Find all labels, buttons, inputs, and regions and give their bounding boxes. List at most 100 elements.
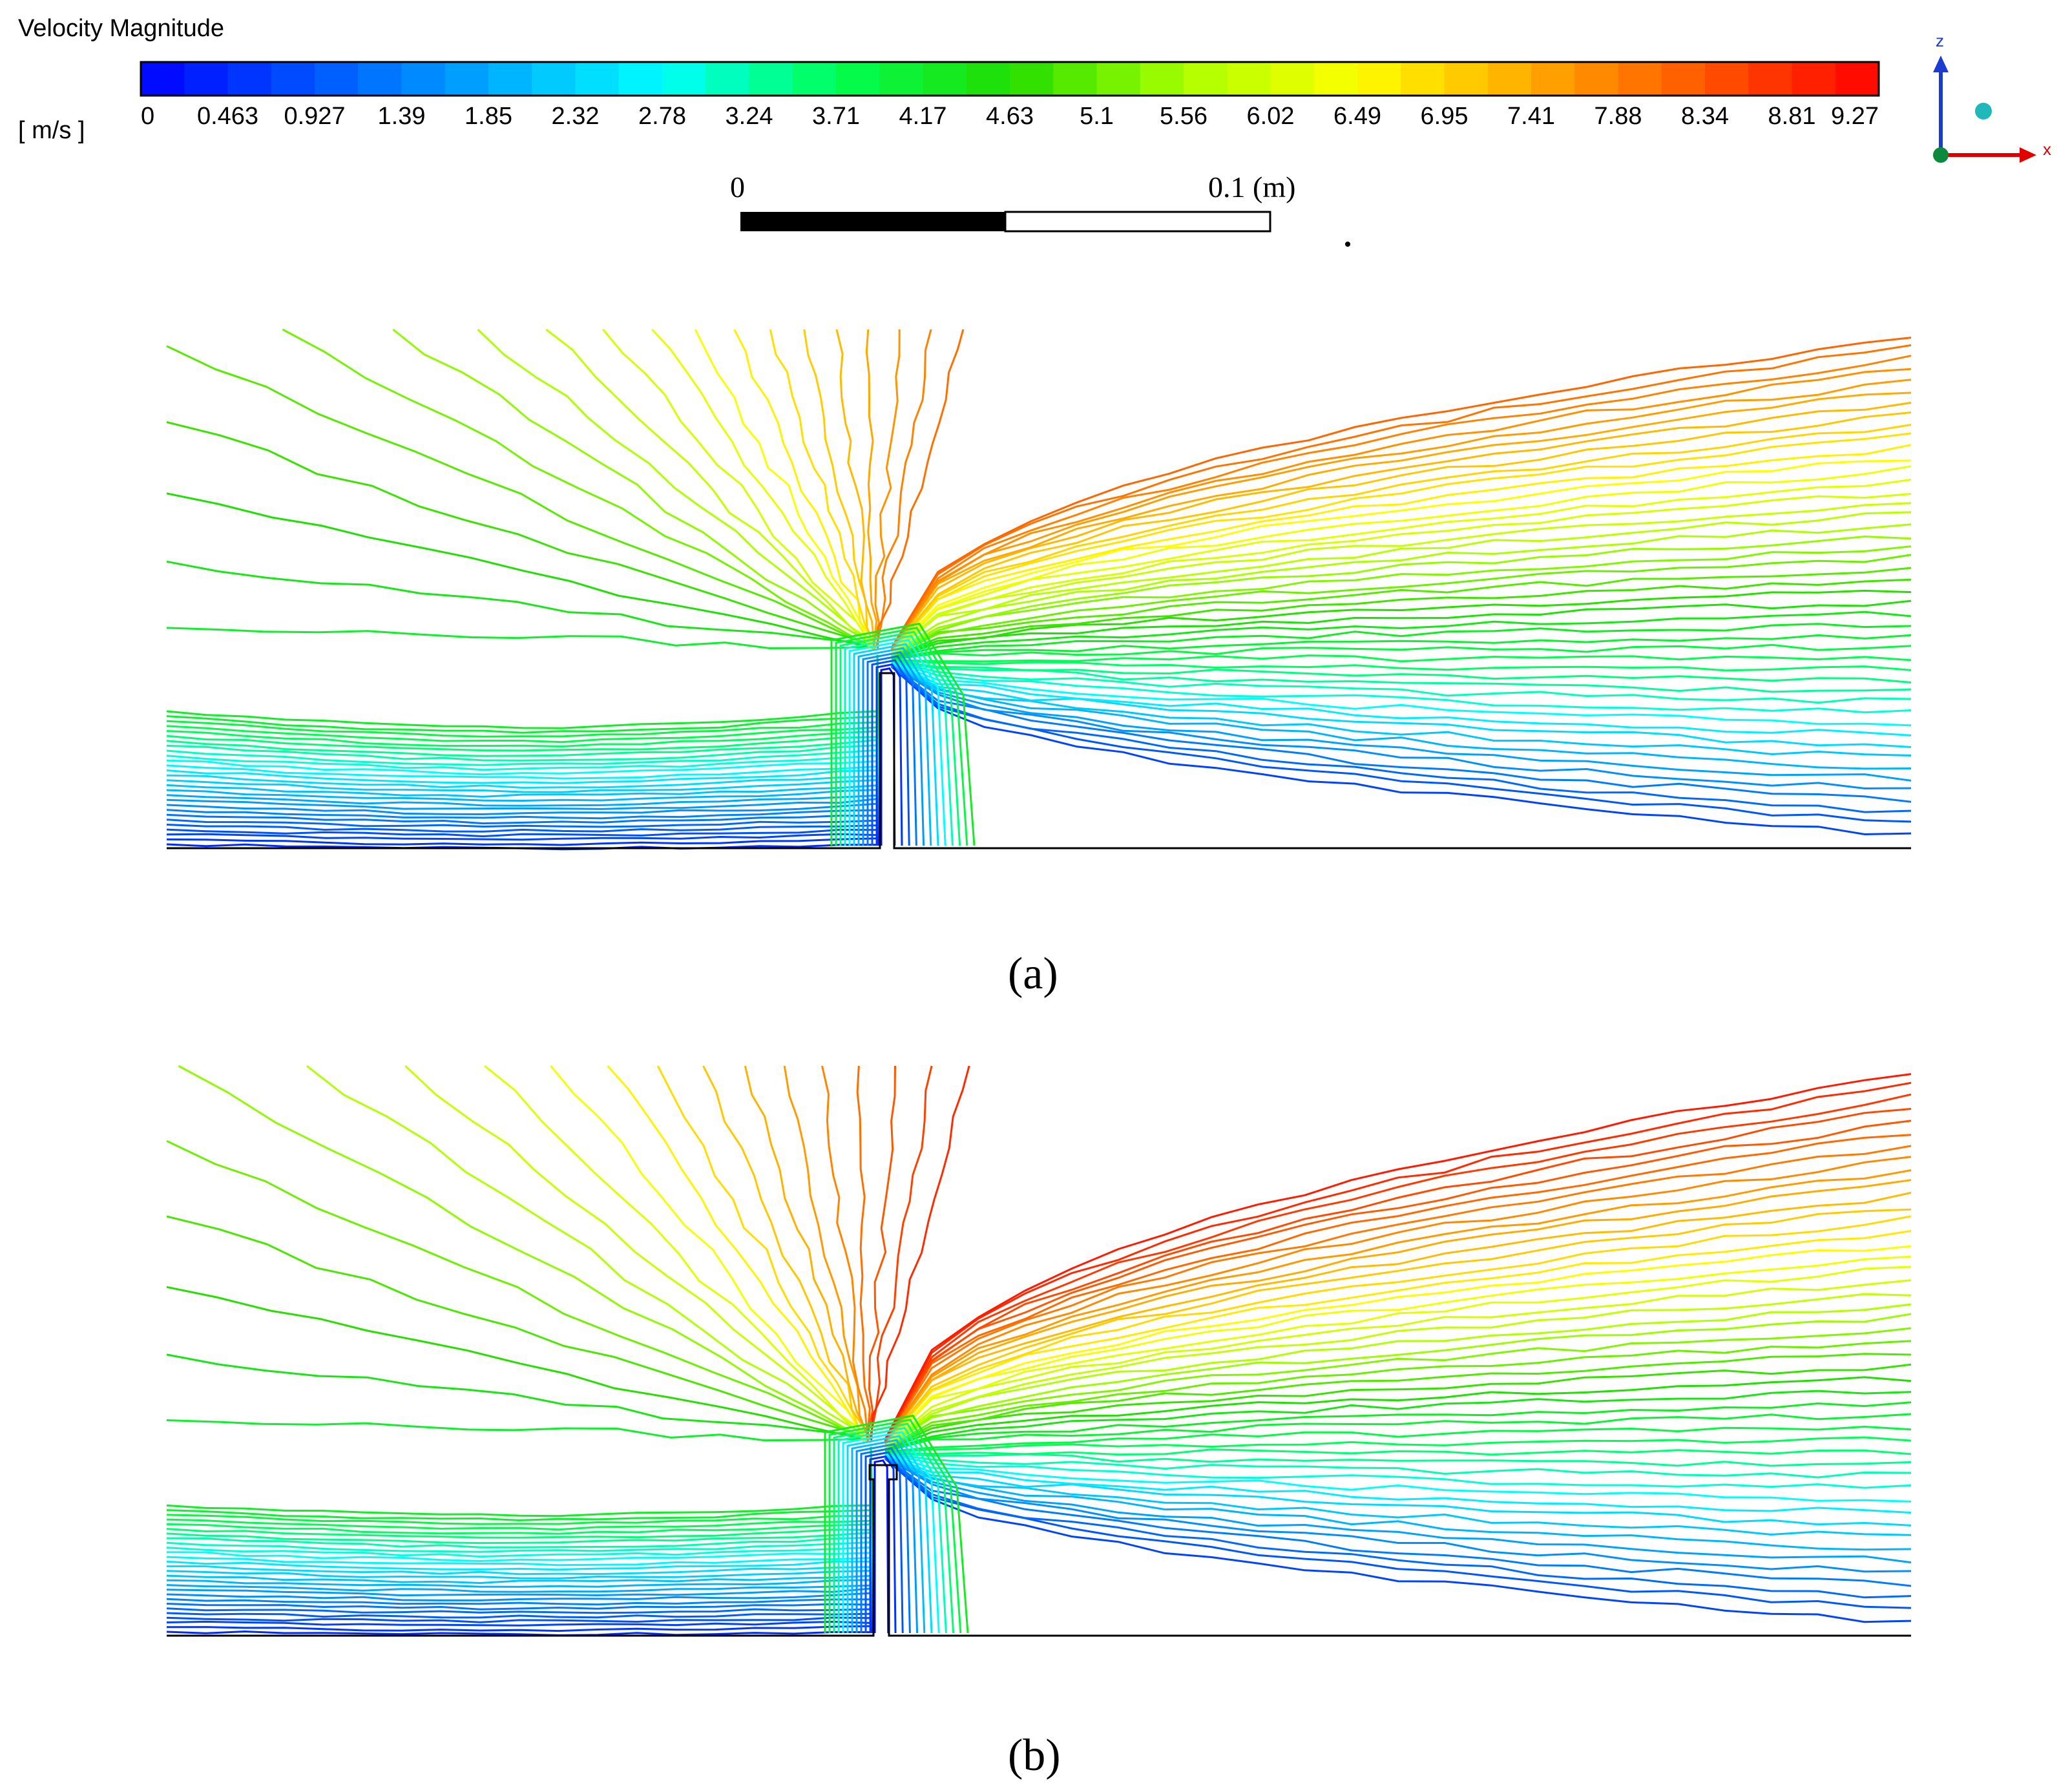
colorbar-tick-label: 6.95: [1421, 103, 1469, 130]
contour-line: [651, 328, 870, 645]
contour-lines-a: [166, 328, 1912, 851]
contour-line: [865, 1065, 896, 1440]
colorbar-ticks: 0 0.463 0.927 1.39 1.85 2.32 2.78 3.24 3.71 4.17 4…: [141, 103, 1879, 130]
contour-line: [891, 660, 1912, 683]
contour-line: [166, 1451, 873, 1539]
contour-line: [884, 1073, 1912, 1440]
contour-line: [166, 1419, 870, 1442]
contour-line: [891, 664, 1912, 790]
contour-line: [891, 578, 1912, 658]
contour-line: [824, 1414, 969, 1634]
contour-line: [890, 355, 1912, 649]
contour-line: [833, 1422, 955, 1634]
colorbar-band: [879, 63, 924, 95]
contour-line: [890, 391, 1912, 651]
contour-line: [890, 424, 1912, 652]
contour-line: [884, 1169, 1912, 1444]
contour-line: [891, 567, 1912, 658]
colorbar-tick-label: 6.49: [1333, 103, 1381, 130]
contour-line: [884, 1376, 1912, 1452]
contour-line: [890, 459, 1912, 653]
scale-bar-white: [1004, 211, 1271, 233]
contour-line: [602, 329, 877, 651]
contour-line: [891, 545, 1912, 657]
contour-line: [891, 660, 1912, 704]
scale-bar-black: [740, 212, 1005, 231]
contour-line: [166, 1450, 873, 1535]
contour-line: [166, 676, 880, 838]
colorbar-band: [358, 63, 402, 95]
contour-line: [884, 1390, 1912, 1452]
colorbar-band: [1618, 63, 1662, 95]
contour-line: [769, 329, 875, 644]
contour-line: [875, 663, 903, 846]
contour-line: [890, 465, 1912, 654]
colorbar-tick-label: 3.71: [812, 103, 860, 130]
colorbar-tick-label: 2.78: [638, 103, 686, 130]
contour-line: [891, 643, 1912, 661]
contour-line: [884, 1413, 1912, 1453]
axis-x-label: x: [2043, 140, 2051, 159]
contour-line: [868, 1065, 933, 1440]
contour-line: [891, 610, 1912, 660]
contour-line: [884, 1453, 1912, 1489]
contour-line: [891, 623, 1912, 660]
contour-line: [166, 661, 880, 762]
contour-line: [166, 1468, 873, 1619]
contour-line: [851, 1439, 926, 1634]
contour-line: [166, 1464, 873, 1606]
contour-line: [880, 667, 896, 846]
contour-line: [166, 659, 880, 752]
contour-line: [890, 432, 1912, 652]
contour-line: [166, 667, 880, 793]
contour-line: [884, 1134, 1912, 1443]
contour-line: [477, 328, 870, 645]
contour-line: [166, 666, 880, 789]
contour-line: [890, 665, 1912, 836]
scale-bar-start: 0: [730, 171, 745, 203]
contour-line: [891, 662, 1912, 756]
legend-title: Velocity Magnitude: [18, 15, 224, 42]
colorbar-band: [706, 63, 750, 95]
colorbar-band: [749, 63, 793, 95]
contour-line: [891, 535, 1912, 656]
colorbar-tick-label: 0.927: [284, 103, 345, 130]
contour-line: [166, 672, 880, 816]
colorbar-tick-label: 4.63: [986, 103, 1034, 130]
contour-line: [891, 661, 1912, 727]
contour-line: [891, 634, 1912, 660]
contour-line: [884, 1456, 1912, 1587]
contour-panel-a: (a): [166, 328, 1912, 999]
contour-line: [884, 1452, 1912, 1467]
contour-line: [166, 1140, 864, 1439]
contour-line: [166, 1466, 873, 1614]
contour-line: [875, 329, 932, 648]
colorbar-tick-label: 7.88: [1594, 103, 1642, 130]
contour-line: [282, 328, 874, 650]
contour-line: [166, 1446, 873, 1517]
contour-line: [891, 502, 1912, 655]
contour-line: [166, 1455, 873, 1558]
contour-line: [484, 1065, 872, 1437]
axis-z-label: z: [1936, 31, 1944, 50]
contour-line: [884, 1108, 1912, 1441]
colorbar-band: [1053, 63, 1098, 95]
contour-line: [884, 1215, 1912, 1445]
contour-line: [891, 662, 1912, 748]
colorbar-band: [1096, 63, 1141, 95]
colorbar-tick-label: 3.24: [726, 103, 773, 130]
contour-line: [884, 1455, 1912, 1551]
contour-line: [178, 1065, 868, 1442]
contour-line: [891, 493, 1912, 654]
contour-line: [884, 1245, 1912, 1446]
contour-line: [857, 647, 932, 846]
colorbar-tick-label: 6.02: [1247, 103, 1295, 130]
contour-line: [166, 1457, 873, 1571]
contour-line: [166, 670, 880, 807]
colorbar-band: [1357, 63, 1401, 95]
contour-line: [550, 1065, 870, 1443]
contour-line: [884, 1340, 1912, 1450]
contour-line: [166, 655, 880, 734]
contour-line: [856, 1065, 871, 1440]
